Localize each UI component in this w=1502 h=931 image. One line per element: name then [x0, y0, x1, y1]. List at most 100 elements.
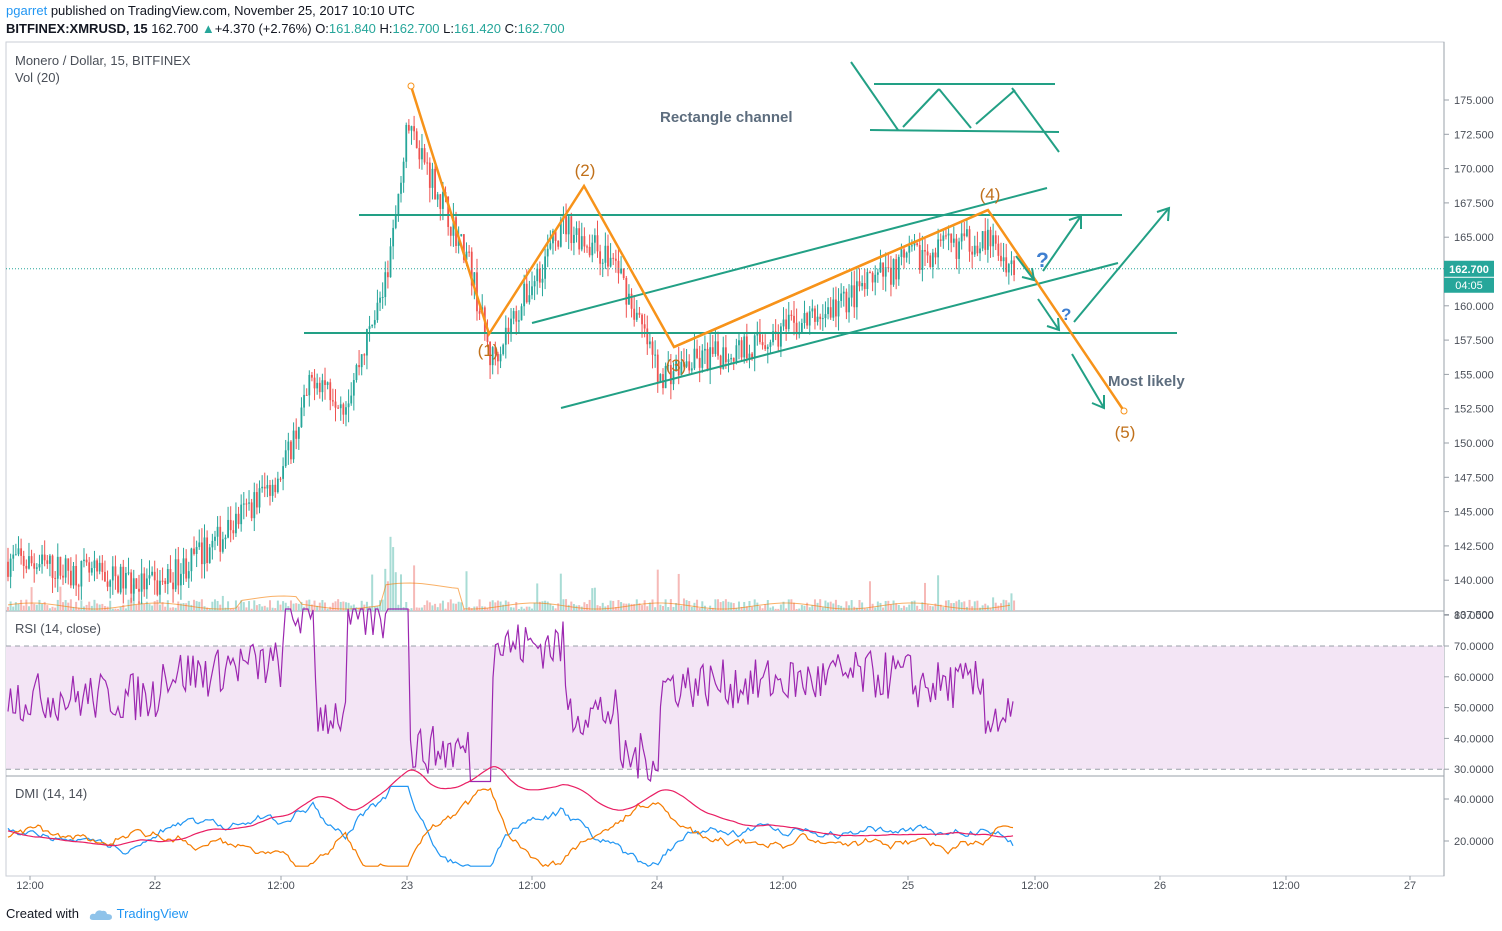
- created-with-text: Created with: [6, 906, 79, 921]
- volume-bar: [882, 607, 885, 611]
- projection-arrows[interactable]: [1015, 206, 1171, 410]
- volume-bar: [743, 601, 746, 611]
- volume-bar: [405, 601, 408, 611]
- price-change: +4.370 (+2.76%): [214, 21, 312, 36]
- author-link[interactable]: pgarret: [6, 3, 48, 18]
- volume-bar: [145, 601, 148, 611]
- rectangle-channel-sketch[interactable]: [850, 61, 1060, 153]
- price-axis[interactable]: 175.000 172.500 170.000 167.500 165.000 160.0…: [1444, 95, 1494, 622]
- candle-body: [593, 235, 596, 243]
- candle-body: [575, 228, 578, 235]
- volume-bar: [811, 605, 814, 611]
- countdown-badge: [1444, 277, 1494, 293]
- trading-chart[interactable]: (1) (2) (3) (4) (5) Rectangle channel ? …: [0, 0, 1502, 900]
- volume-bar: [808, 607, 811, 611]
- candle-body: [303, 394, 305, 408]
- tradingview-brand-link[interactable]: TradingView: [116, 906, 189, 921]
- wave-start-handle[interactable]: [407, 82, 415, 90]
- candle-body: [596, 235, 599, 252]
- candle-body: [895, 259, 898, 280]
- volume-bar: [740, 606, 743, 611]
- volume-bar: [711, 607, 714, 611]
- candle-body: [187, 571, 190, 579]
- candle-body: [229, 519, 232, 531]
- candle-body: [104, 571, 106, 582]
- volume-bar: [834, 599, 837, 611]
- time-tick-label: 12:00: [1272, 880, 1300, 892]
- time-axis[interactable]: 12:00 22 12:00 23 12:00 24 12:00 25 12:00 26 12:00…: [16, 876, 1416, 892]
- candle-body: [216, 526, 219, 537]
- volume-bar: [868, 581, 871, 611]
- channel-lower-line[interactable]: [560, 262, 1119, 409]
- volume-bar: [172, 607, 175, 611]
- price-tick-label: 165.000: [1454, 232, 1494, 244]
- candle-body: [206, 537, 209, 563]
- volume-bar: [973, 601, 976, 611]
- candle-body: [538, 268, 541, 283]
- candle-body: [140, 573, 143, 592]
- volume-bar: [528, 606, 531, 611]
- volume-bar: [654, 607, 657, 611]
- candle-body: [300, 407, 303, 428]
- volume-bar: [465, 571, 468, 611]
- volume-bar: [803, 605, 806, 611]
- volume-bar: [648, 602, 651, 611]
- volume-bar: [714, 599, 717, 611]
- volume-bar: [255, 605, 258, 611]
- volume-bar: [248, 601, 251, 611]
- time-tick-label: 25: [902, 880, 914, 892]
- candle-body: [840, 293, 843, 301]
- volume-bar: [795, 608, 798, 611]
- candle-body: [842, 291, 845, 294]
- volume-bar: [570, 601, 573, 611]
- volume-bar: [350, 605, 353, 611]
- candle-body: [324, 380, 326, 385]
- volume-bar: [926, 604, 929, 611]
- volume-bar: [158, 604, 161, 611]
- volume-bar: [35, 604, 38, 611]
- candle-body: [523, 283, 526, 307]
- volume-bar: [305, 600, 308, 611]
- volume-bar: [517, 608, 520, 611]
- candle-body: [549, 243, 552, 249]
- candle-body: [462, 234, 465, 260]
- most-likely-label: Most likely: [1108, 373, 1185, 390]
- candle-body: [952, 238, 955, 243]
- wave-path[interactable]: [409, 85, 1126, 412]
- candle-body: [413, 126, 415, 132]
- candle-body: [782, 319, 785, 327]
- candle-body: [421, 148, 423, 160]
- candle-body: [316, 382, 319, 389]
- wave-end-handle[interactable]: [1120, 407, 1128, 415]
- candle-body: [567, 216, 570, 235]
- volume-bar: [612, 600, 615, 611]
- candle-body: [402, 161, 405, 183]
- candle-body: [308, 374, 311, 396]
- volume-bar: [960, 602, 963, 611]
- volume-bar: [779, 604, 782, 611]
- candle-body: [876, 272, 879, 275]
- candle-body: [46, 560, 49, 564]
- volume-bar: [677, 573, 680, 611]
- candle-body: [125, 572, 127, 589]
- volume-bar: [777, 608, 780, 611]
- price-tick-label: 145.000: [1454, 507, 1494, 519]
- volume-bar: [525, 606, 528, 611]
- candle-body: [106, 581, 109, 587]
- candle-body: [497, 353, 499, 362]
- volume-bar: [166, 600, 169, 611]
- last-price: 162.700: [151, 21, 199, 36]
- candle-body: [698, 357, 701, 368]
- channel-upper-line[interactable]: [531, 187, 1048, 324]
- candle-body: [355, 365, 358, 381]
- rsi-tick-label: 40.0000: [1454, 733, 1494, 745]
- candle-body: [934, 252, 937, 258]
- volume-bar: [512, 607, 515, 611]
- candle-body: [331, 400, 334, 402]
- volume-bar: [334, 601, 337, 611]
- candle-body: [622, 268, 625, 278]
- volume-bar: [22, 605, 25, 611]
- volume-bar: [895, 603, 898, 611]
- candle-body: [861, 283, 864, 287]
- candle-body: [651, 341, 654, 355]
